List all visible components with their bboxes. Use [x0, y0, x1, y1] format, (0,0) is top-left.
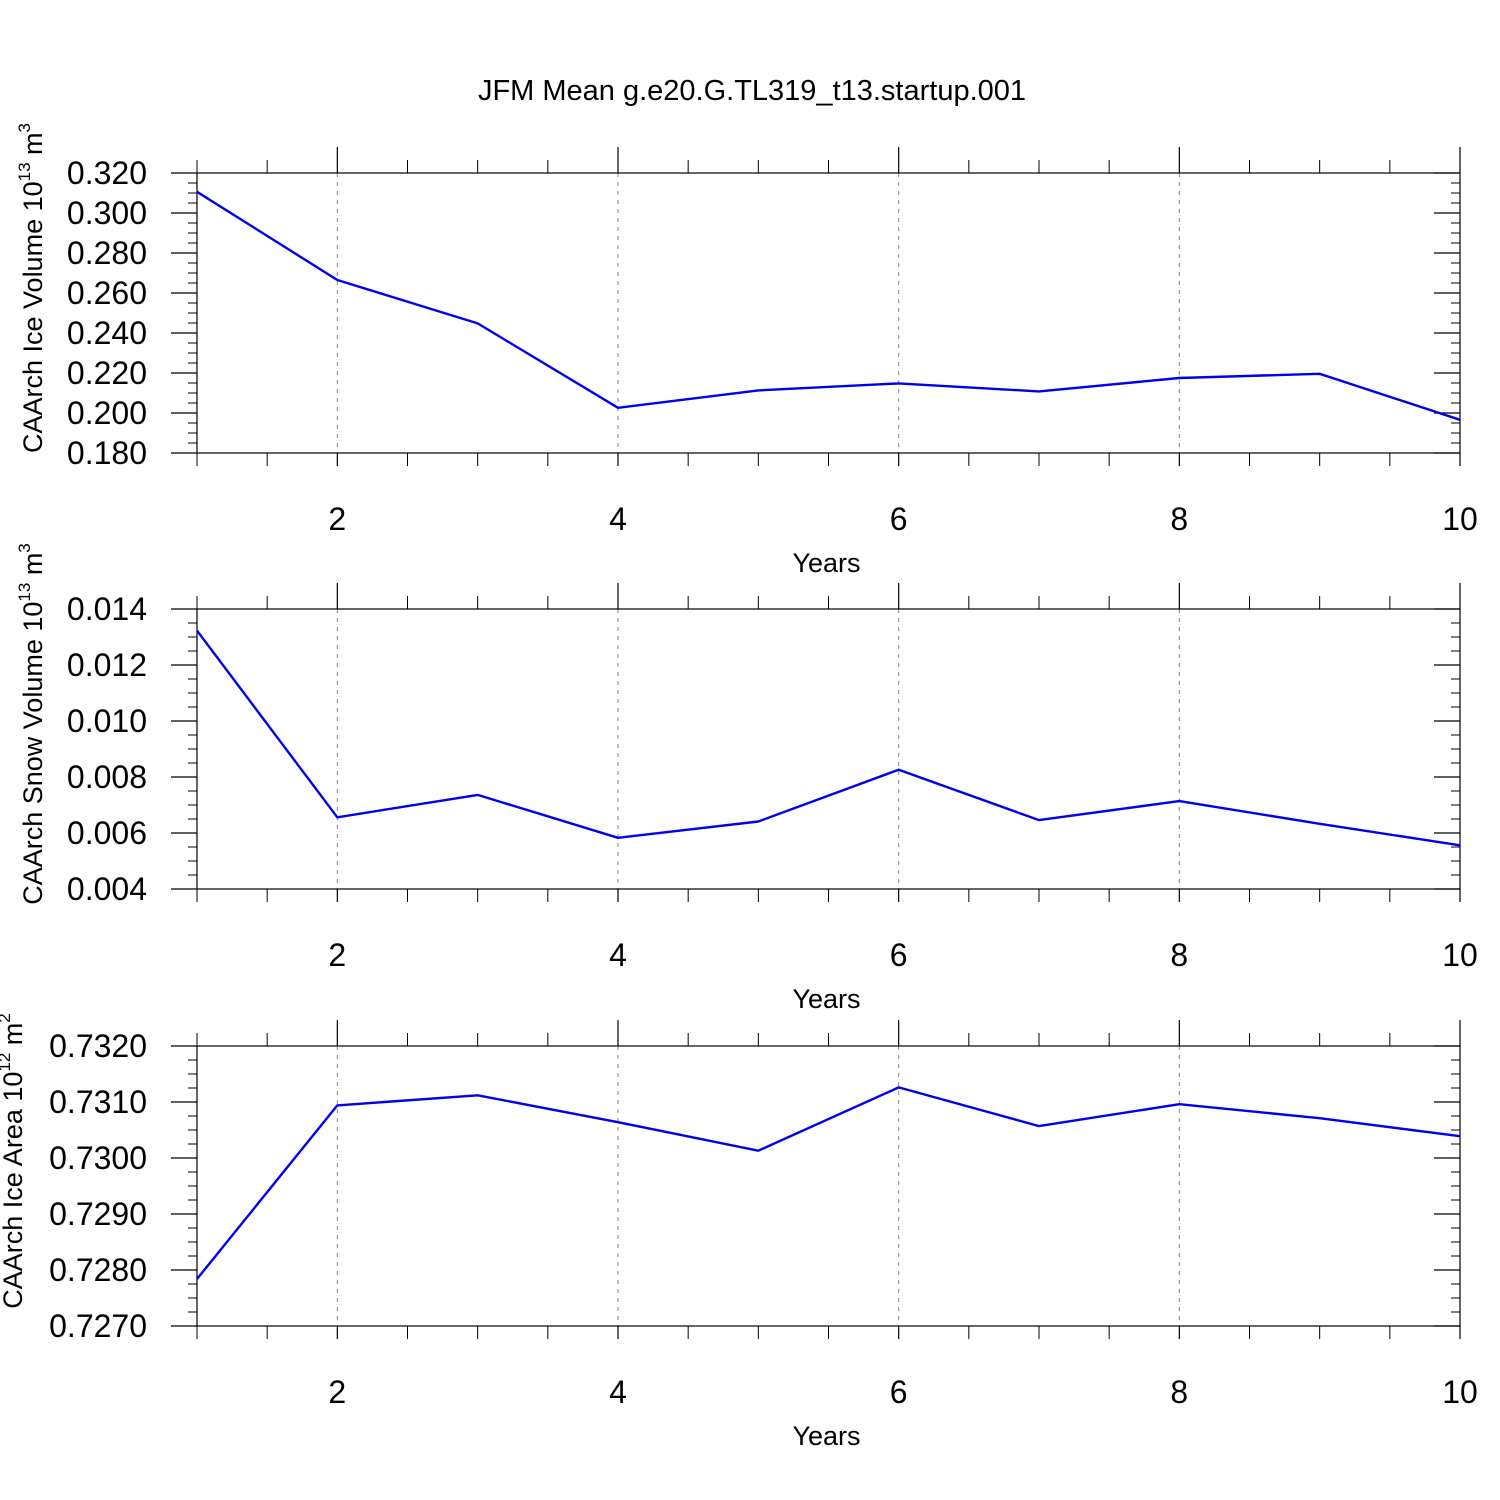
- y-tick-label: 0.260: [67, 275, 147, 311]
- x-tick-label: 10: [1442, 501, 1478, 537]
- plot-frame: [196, 172, 1461, 454]
- y-axis-label: CAArch Ice Area 1012 m2: [0, 1013, 28, 1309]
- x-axis-label: Years: [792, 548, 860, 578]
- x-tick-label: 2: [328, 1374, 346, 1410]
- y-tick-label: 0.320: [67, 155, 147, 191]
- panel-2: 0.004 0.006 0.008 0.010 0.012 0.014 2 4 6 8 10 Year…: [15, 543, 1478, 1014]
- y-tick-label: 0.300: [67, 195, 147, 231]
- x-tick-label: 8: [1170, 501, 1188, 537]
- x-axis-label: Years: [792, 984, 860, 1014]
- y-tick-label: 0.220: [67, 355, 147, 391]
- y-tick-label: 0.7270: [49, 1308, 147, 1344]
- y-tick-label: 0.7280: [49, 1252, 147, 1288]
- x-tick-label: 8: [1170, 1374, 1188, 1410]
- x-tick-label: 2: [328, 501, 346, 537]
- series-line: [196, 1086, 1461, 1280]
- plot-frame: [196, 1045, 1461, 1327]
- x-axis-label: Years: [792, 1421, 860, 1451]
- y-tick-label: 0.7290: [49, 1196, 147, 1232]
- y-tick-label: 0.006: [67, 815, 147, 851]
- plot-frame: [196, 608, 1461, 890]
- y-tick-label: 0.010: [67, 703, 147, 739]
- y-axis-label: CAArch Ice Volume 1013 m3: [15, 123, 48, 453]
- y-tick-label: 0.7320: [49, 1028, 147, 1064]
- y-tick-label: 0.280: [67, 235, 147, 271]
- panel-1: 0.180 0.200 0.220 0.240 0.260 0.280 0.300 0.320…: [15, 123, 1478, 578]
- y-tick-label: 0.7300: [49, 1140, 147, 1176]
- y-axis-label: CAArch Snow Volume 1013 m3: [15, 543, 48, 905]
- x-tick-label: 10: [1442, 1374, 1478, 1410]
- panel-3: 0.7270 0.7280 0.7290 0.7300 0.7310 0.7320 2 4 6 8…: [0, 1013, 1478, 1451]
- x-tick-label: 4: [609, 1374, 627, 1410]
- series-line: [196, 629, 1461, 847]
- x-tick-label: 4: [609, 501, 627, 537]
- y-tick-label: 0.008: [67, 759, 147, 795]
- x-tick-label: 10: [1442, 937, 1478, 973]
- y-tick-label: 0.004: [67, 871, 147, 907]
- panels: 0.180 0.200 0.220 0.240 0.260 0.280 0.300 0.320…: [0, 123, 1478, 1451]
- y-tick-label: 0.180: [67, 435, 147, 471]
- y-tick-label: 0.240: [67, 315, 147, 351]
- x-tick-label: 8: [1170, 937, 1188, 973]
- x-tick-label: 6: [890, 937, 908, 973]
- chart-title: JFM Mean g.e20.G.TL319_t13.startup.001: [478, 75, 1026, 107]
- y-tick-label: 0.200: [67, 395, 147, 431]
- y-tick-label: 0.014: [67, 591, 147, 627]
- series-line: [196, 190, 1461, 421]
- x-tick-label: 2: [328, 937, 346, 973]
- x-tick-label: 6: [890, 1374, 908, 1410]
- y-tick-label: 0.012: [67, 647, 147, 683]
- x-tick-label: 6: [890, 501, 908, 537]
- y-tick-label: 0.7310: [49, 1084, 147, 1120]
- x-tick-label: 4: [609, 937, 627, 973]
